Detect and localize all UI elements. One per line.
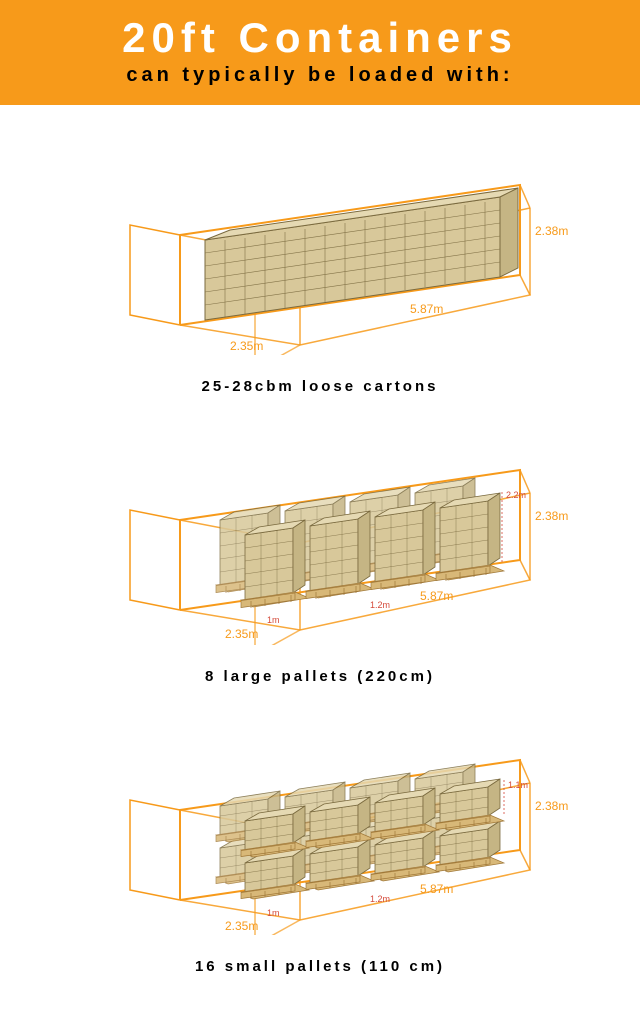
header: 20ft Containers can typically be loaded … xyxy=(0,0,640,105)
dim-pallet-height-large: 2.2m xyxy=(506,490,526,500)
dim-length: 5.87m xyxy=(410,302,443,316)
dim-width-3: 2.35m xyxy=(225,919,258,933)
dim-height-2: 2.38m xyxy=(535,509,568,523)
diagram-small-pallets: 1.1m 1.2m 1m 2.38m 5.87m 2.35m xyxy=(70,710,570,940)
page-title: 20ft Containers xyxy=(0,14,640,62)
dim-width-2: 2.35m xyxy=(225,627,258,641)
caption-small-pallets: 16 small pallets (110 cm) xyxy=(0,958,640,975)
section-loose-cartons: 2.38m 5.87m 2.35m 25-28cbm loose cartons xyxy=(0,135,640,395)
dim-pallet-depth: 1m xyxy=(267,615,280,625)
dim-pallet-depth-3: 1m xyxy=(267,908,280,918)
dim-length-2: 5.87m xyxy=(420,589,453,603)
section-small-pallets: 1.1m 1.2m 1m 2.38m 5.87m 2.35m 16 small … xyxy=(0,710,640,975)
dim-pallet-width-3: 1.2m xyxy=(370,894,390,904)
diagram-loose-cartons: 2.38m 5.87m 2.35m xyxy=(70,135,570,360)
section-large-pallets: 2.2m 1.2m 1m 2.38m 5.87m 2.35m 8 large p… xyxy=(0,420,640,685)
page-subtitle: can typically be loaded with: xyxy=(0,64,640,87)
dim-pallet-height-small: 1.1m xyxy=(508,780,528,790)
dim-height-3: 2.38m xyxy=(535,799,568,813)
dim-width: 2.35m xyxy=(230,339,263,353)
caption-large-pallets: 8 large pallets (220cm) xyxy=(0,668,640,685)
diagram-large-pallets: 2.2m 1.2m 1m 2.38m 5.87m 2.35m xyxy=(70,420,570,650)
sections-container: 2.38m 5.87m 2.35m 25-28cbm loose cartons xyxy=(0,105,640,975)
caption-loose-cartons: 25-28cbm loose cartons xyxy=(0,378,640,395)
dim-height: 2.38m xyxy=(535,224,568,238)
dim-length-3: 5.87m xyxy=(420,882,453,896)
dim-pallet-width: 1.2m xyxy=(370,600,390,610)
